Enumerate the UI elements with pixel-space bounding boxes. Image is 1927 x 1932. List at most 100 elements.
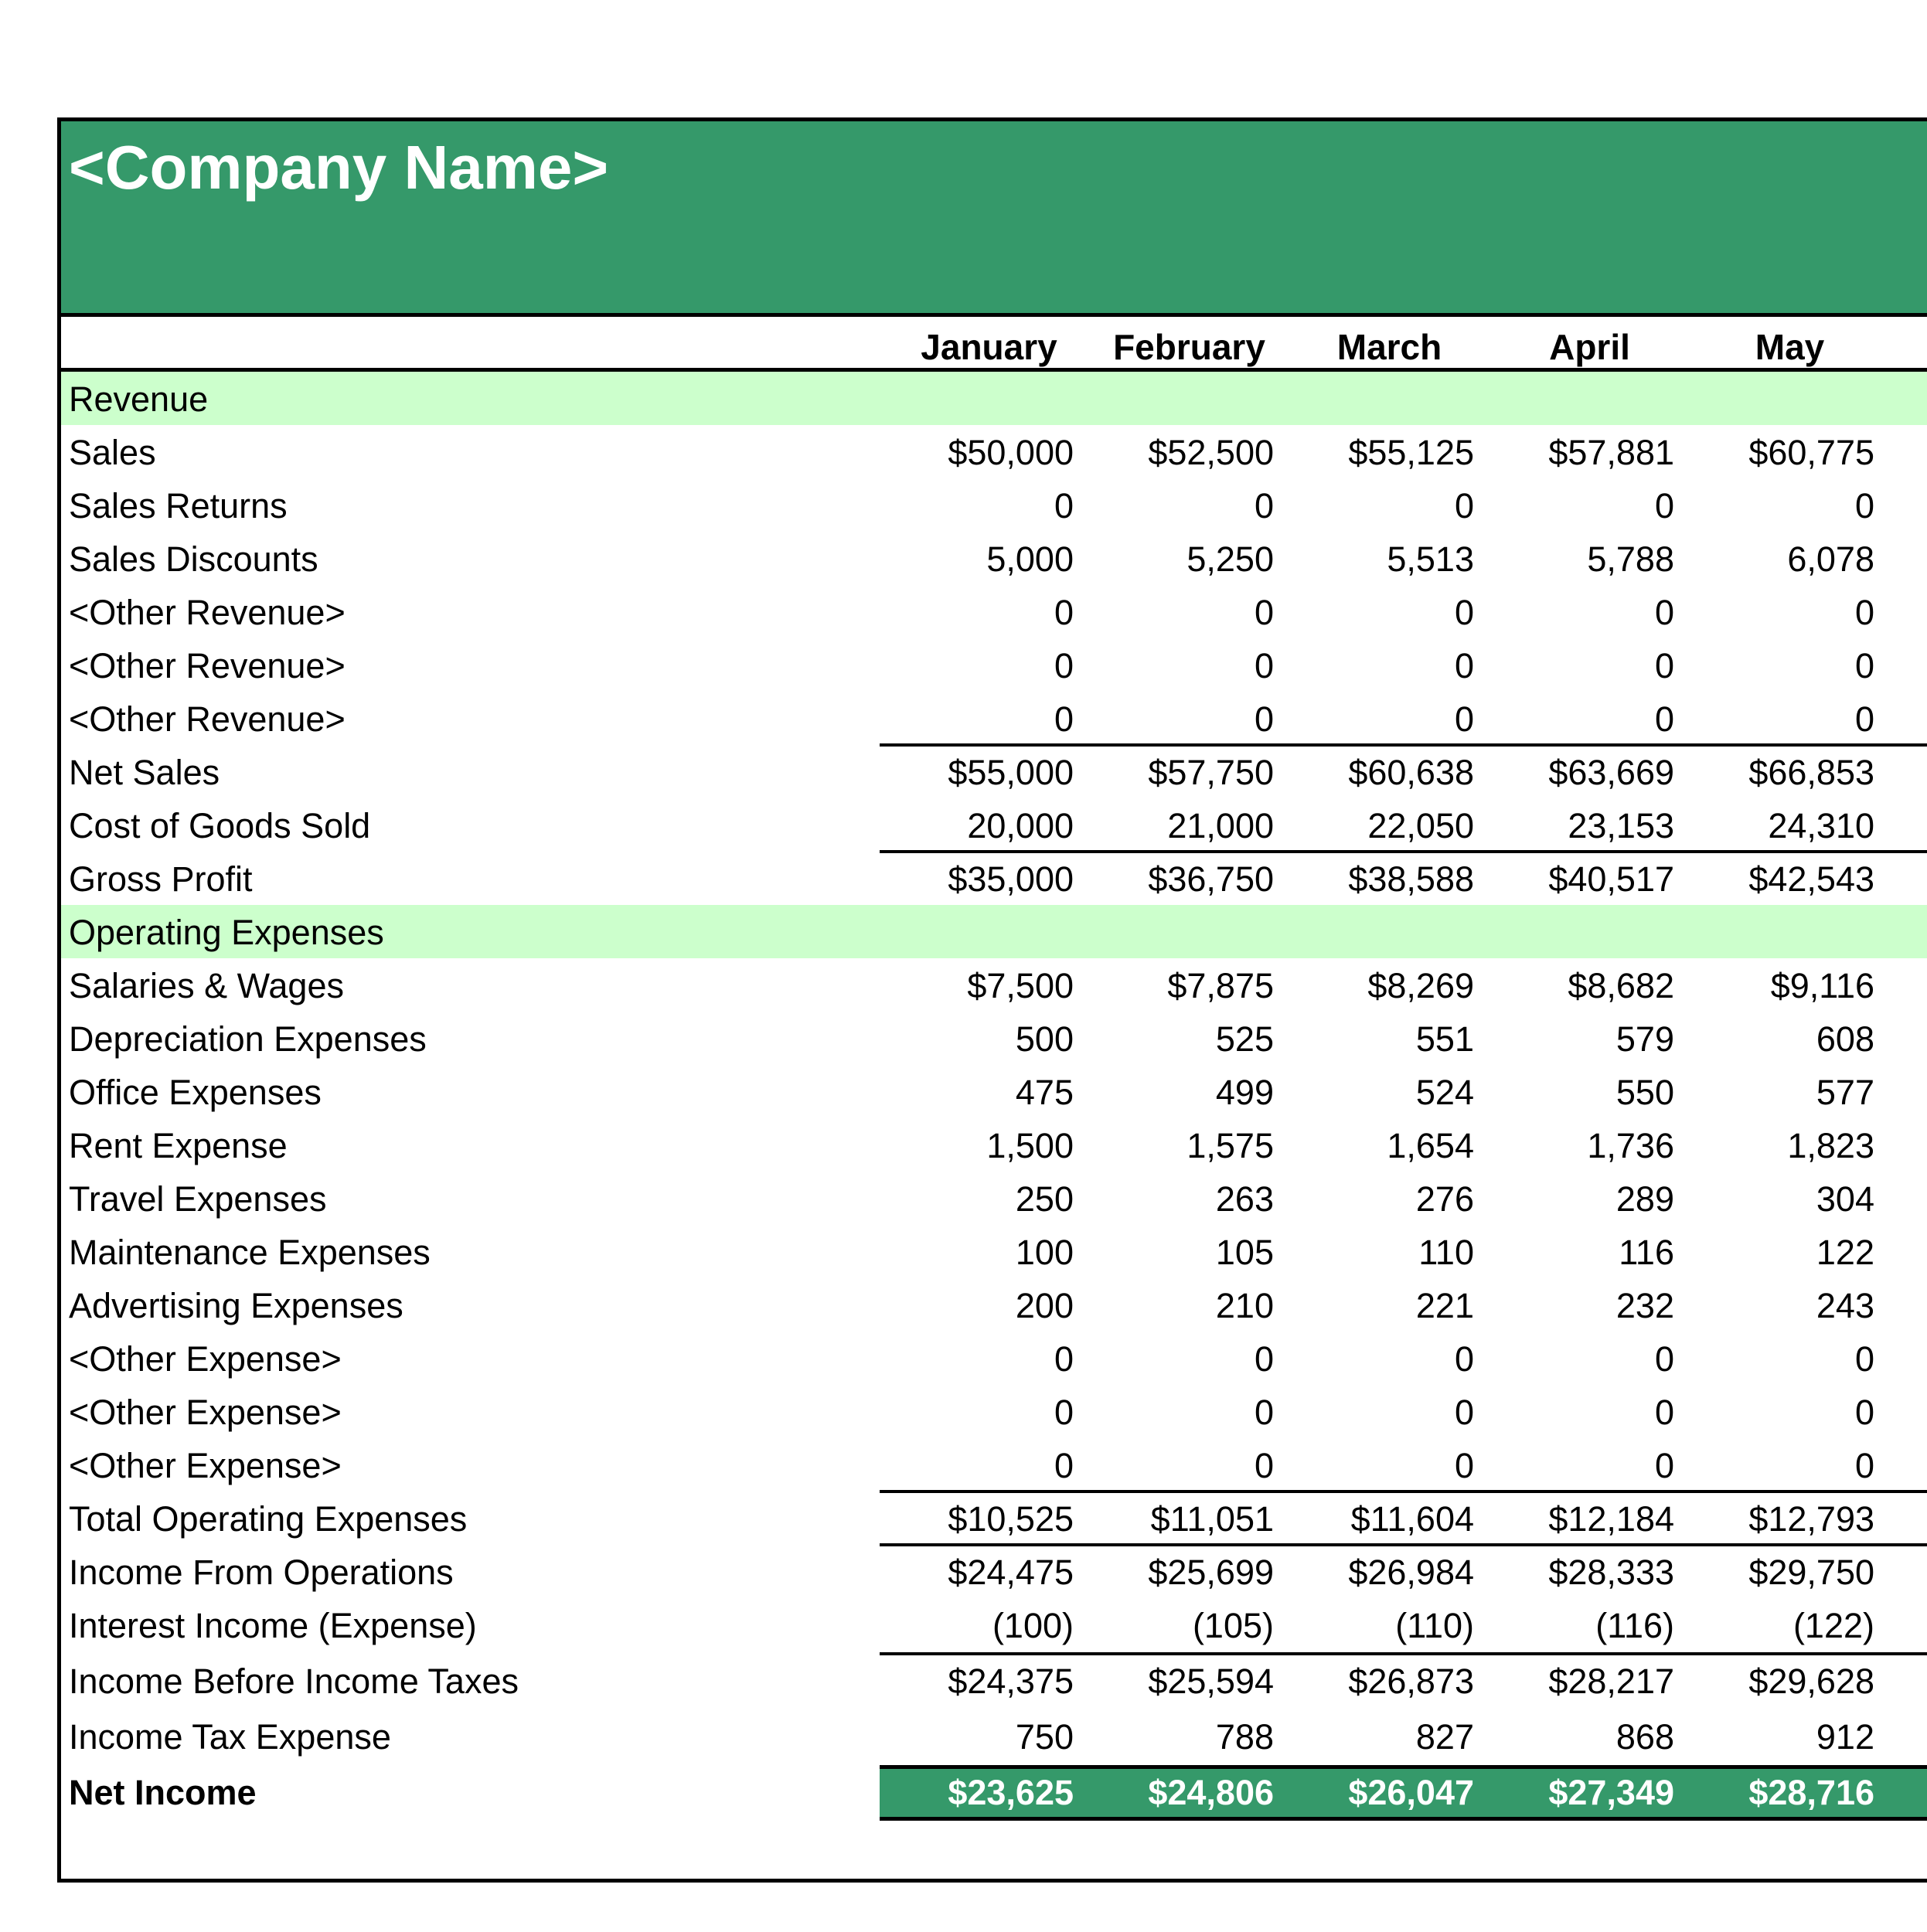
cell-value[interactable]: 499 [1215, 1073, 1274, 1112]
cell-value[interactable]: (122) [1793, 1606, 1874, 1645]
cell-value[interactable]: (116) [1595, 1606, 1674, 1645]
cell-value[interactable]: 1,823 [1787, 1126, 1874, 1165]
cell-value[interactable]: 221 [1415, 1286, 1474, 1325]
cell-value[interactable]: 116 [1619, 1233, 1674, 1272]
cell-value[interactable]: $57,750 [1148, 753, 1274, 792]
cell-value[interactable]: $28,217 [1548, 1662, 1674, 1701]
cell-value[interactable]: 0 [1854, 1446, 1874, 1485]
row-label[interactable]: Interest Income (Expense) [69, 1606, 477, 1645]
cell-value[interactable]: (100) [992, 1606, 1074, 1645]
cell-value[interactable]: 0 [1654, 1339, 1674, 1379]
cell-value[interactable]: $66,853 [1748, 753, 1874, 792]
cell-value[interactable]: $29,628 [1748, 1662, 1874, 1701]
cell-value[interactable]: 5,788 [1587, 539, 1674, 579]
row-label[interactable]: Operating Expenses [69, 913, 384, 952]
cell-value[interactable]: 0 [1654, 1446, 1674, 1485]
cell-value[interactable]: 0 [1854, 486, 1874, 526]
cell-value[interactable]: 912 [1816, 1717, 1874, 1757]
row-label[interactable]: <Other Revenue> [69, 593, 346, 632]
cell-value[interactable]: 100 [1015, 1233, 1074, 1272]
cell-value[interactable]: $60,638 [1348, 753, 1474, 792]
cell-value[interactable]: 868 [1615, 1717, 1674, 1757]
cell-value[interactable]: $10,525 [948, 1499, 1074, 1539]
cell-value[interactable]: $25,699 [1148, 1553, 1274, 1592]
cell-value[interactable]: 579 [1615, 1019, 1674, 1059]
cell-value[interactable]: 0 [1254, 486, 1274, 526]
company-name[interactable]: <Company Name> [69, 133, 609, 202]
row-label[interactable]: <Other Revenue> [69, 646, 346, 685]
cell-value[interactable]: 827 [1415, 1717, 1474, 1757]
cell-value[interactable]: 524 [1415, 1073, 1474, 1112]
cell-value[interactable]: 0 [1454, 593, 1474, 632]
cell-value[interactable]: 0 [1454, 1339, 1474, 1379]
cell-value[interactable]: 525 [1215, 1019, 1274, 1059]
row-label[interactable]: Salaries & Wages [69, 966, 344, 1005]
row-label[interactable]: Cost of Goods Sold [69, 806, 371, 845]
cell-value[interactable]: 0 [1454, 646, 1474, 685]
cell-value[interactable]: $57,881 [1548, 433, 1674, 472]
cell-value[interactable]: 0 [1454, 699, 1474, 739]
row-label[interactable]: Income Tax Expense [69, 1717, 391, 1757]
cell-value[interactable]: 0 [1454, 1446, 1474, 1485]
cell-value[interactable]: $29,750 [1748, 1553, 1874, 1592]
row-label[interactable]: Rent Expense [69, 1126, 288, 1165]
cell-value[interactable]: $7,500 [967, 966, 1074, 1005]
cell-value[interactable]: $26,873 [1348, 1662, 1474, 1701]
cell-value[interactable]: 608 [1816, 1019, 1874, 1059]
row-label[interactable]: <Other Expense> [69, 1446, 342, 1485]
cell-value[interactable]: 1,575 [1187, 1126, 1274, 1165]
row-label[interactable]: Income Before Income Taxes [69, 1662, 519, 1701]
cell-value[interactable]: $26,047 [1348, 1773, 1474, 1812]
cell-value[interactable]: $11,604 [1350, 1499, 1474, 1539]
cell-value[interactable]: 200 [1015, 1286, 1074, 1325]
cell-value[interactable]: 0 [1854, 1339, 1874, 1379]
cell-value[interactable]: 1,500 [986, 1126, 1074, 1165]
cell-value[interactable]: 550 [1615, 1073, 1674, 1112]
cell-value[interactable]: $12,793 [1748, 1499, 1874, 1539]
cell-value[interactable]: 5,000 [986, 539, 1074, 579]
cell-value[interactable]: 788 [1215, 1717, 1274, 1757]
cell-value[interactable]: 0 [1654, 593, 1674, 632]
cell-value[interactable]: $55,125 [1348, 433, 1474, 472]
row-label[interactable]: Sales Discounts [69, 539, 318, 579]
cell-value[interactable]: 289 [1615, 1179, 1674, 1219]
cell-value[interactable]: 0 [1054, 1446, 1074, 1485]
cell-value[interactable]: 1,654 [1387, 1126, 1474, 1165]
cell-value[interactable]: $50,000 [948, 433, 1074, 472]
cell-value[interactable]: 0 [1054, 486, 1074, 526]
cell-value[interactable]: $8,682 [1568, 966, 1674, 1005]
cell-value[interactable]: $40,517 [1548, 859, 1674, 899]
cell-value[interactable]: $23,625 [948, 1773, 1074, 1812]
cell-value[interactable]: 250 [1015, 1179, 1074, 1219]
row-label[interactable]: <Other Expense> [69, 1393, 342, 1432]
cell-value[interactable]: 0 [1854, 1393, 1874, 1432]
cell-value[interactable]: (105) [1192, 1606, 1274, 1645]
cell-value[interactable]: 0 [1654, 486, 1674, 526]
cell-value[interactable]: 5,250 [1187, 539, 1274, 579]
cell-value[interactable]: $9,116 [1770, 966, 1874, 1005]
cell-value[interactable]: 122 [1816, 1233, 1874, 1272]
cell-value[interactable]: 105 [1215, 1233, 1274, 1272]
cell-value[interactable]: 0 [1254, 1393, 1274, 1432]
cell-value[interactable]: 243 [1816, 1286, 1874, 1325]
cell-value[interactable]: $11,051 [1150, 1499, 1274, 1539]
row-label[interactable]: Depreciation Expenses [69, 1019, 427, 1059]
cell-value[interactable]: 0 [1654, 646, 1674, 685]
cell-value[interactable]: $24,475 [948, 1553, 1074, 1592]
cell-value[interactable]: 5,513 [1387, 539, 1474, 579]
cell-value[interactable]: $24,375 [948, 1662, 1074, 1701]
cell-value[interactable]: 0 [1254, 1446, 1274, 1485]
cell-value[interactable]: $26,984 [1348, 1553, 1474, 1592]
cell-value[interactable]: 304 [1816, 1179, 1874, 1219]
cell-value[interactable]: $28,716 [1748, 1773, 1874, 1812]
row-label[interactable]: Income From Operations [69, 1553, 454, 1592]
row-label[interactable]: Advertising Expenses [69, 1286, 403, 1325]
cell-value[interactable]: 22,050 [1367, 806, 1474, 845]
cell-value[interactable]: 0 [1254, 593, 1274, 632]
cell-value[interactable]: 577 [1816, 1073, 1874, 1112]
row-label[interactable]: Sales [69, 433, 156, 472]
cell-value[interactable]: 276 [1415, 1179, 1474, 1219]
cell-value[interactable]: 263 [1215, 1179, 1274, 1219]
cell-value[interactable]: $55,000 [948, 753, 1074, 792]
row-label[interactable]: <Other Revenue> [69, 699, 346, 739]
